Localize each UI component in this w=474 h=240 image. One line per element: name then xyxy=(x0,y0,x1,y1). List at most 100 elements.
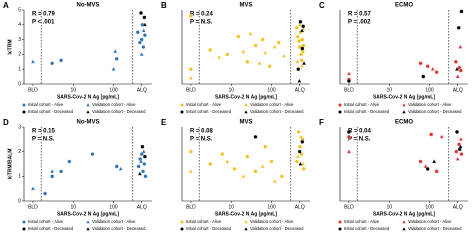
point xyxy=(299,28,305,33)
point xyxy=(141,45,146,49)
point xyxy=(298,19,303,24)
point xyxy=(457,142,461,147)
legend-label: Validation cohort - Alive xyxy=(250,219,294,224)
point xyxy=(50,61,55,66)
point xyxy=(139,11,143,15)
point xyxy=(253,169,258,174)
x-axis-label: SARS-Cov-2 N Ag [pg/mL] xyxy=(373,211,435,217)
legend-label: Initial cohort - Deceased xyxy=(186,226,232,231)
point xyxy=(299,52,303,57)
panel-title: No-MVS xyxy=(77,120,100,126)
legend-label: Initial cohort - Deceased xyxy=(28,226,74,231)
point xyxy=(114,56,119,61)
point xyxy=(136,164,141,169)
point xyxy=(301,161,306,166)
point xyxy=(346,71,352,76)
point xyxy=(141,149,146,154)
point xyxy=(188,75,194,80)
point xyxy=(143,154,147,159)
legend-swatch xyxy=(338,227,342,231)
point xyxy=(455,130,459,134)
point xyxy=(453,59,458,64)
point xyxy=(276,40,281,45)
point xyxy=(30,59,36,64)
x-tick-label: ALQ xyxy=(295,87,305,93)
x-tick-label: 100 xyxy=(425,87,434,93)
point xyxy=(142,22,148,27)
point xyxy=(295,159,299,164)
legend-label: Validation cohort - Alive xyxy=(92,102,136,107)
point xyxy=(294,25,299,30)
legend-swatch xyxy=(86,220,90,224)
point xyxy=(458,144,463,149)
x-tick-label: 100 xyxy=(267,204,276,210)
annotation: P = N.S. xyxy=(190,137,213,143)
x-tick-label: BLD xyxy=(344,204,354,210)
point xyxy=(140,144,145,149)
x-tick-label: 100 xyxy=(425,204,434,210)
point xyxy=(253,134,258,139)
panel-title: ECMO xyxy=(395,120,413,126)
point xyxy=(260,37,265,42)
legend-label: Initial cohort - Alive xyxy=(344,219,380,224)
point xyxy=(263,144,268,149)
point xyxy=(425,64,430,69)
panel-letter: A xyxy=(3,1,9,10)
point xyxy=(245,154,250,159)
point xyxy=(434,169,439,174)
legend-swatch xyxy=(22,227,26,231)
point xyxy=(143,33,147,38)
point xyxy=(114,164,119,169)
legend-label: Initial cohort - Deceased xyxy=(344,109,390,114)
legend-label: Initial cohort - Alive xyxy=(344,102,380,107)
point xyxy=(272,178,277,183)
x-tick-label: ALQ xyxy=(453,204,463,210)
legend-label: Initial cohort - Alive xyxy=(186,219,222,224)
x-tick-label: 100 xyxy=(109,204,118,210)
panel-title: No-MVS xyxy=(77,3,100,9)
x-axis-label: SARS-Cov-2 N Ag [pg/mL] xyxy=(57,94,119,100)
point xyxy=(279,174,284,179)
x-tick-label: 10 xyxy=(228,204,234,210)
legend-swatch xyxy=(244,227,248,231)
point xyxy=(225,159,230,164)
point xyxy=(189,14,193,18)
point xyxy=(142,15,147,20)
y-axis-label: IcTRM xyxy=(7,40,13,55)
legend-swatch xyxy=(244,110,248,114)
point xyxy=(418,61,423,66)
y-tick-label: 3 xyxy=(18,37,21,43)
legend-swatch xyxy=(244,103,248,107)
legend-label: Initial cohort - Deceased xyxy=(186,109,232,114)
legend-label: Initial cohort - Deceased xyxy=(28,109,74,114)
point xyxy=(139,52,144,56)
point xyxy=(295,59,300,64)
point xyxy=(236,34,241,39)
point xyxy=(454,66,460,71)
legend-label: Initial cohort - Alive xyxy=(28,219,64,224)
point xyxy=(347,134,351,139)
legend-swatch xyxy=(22,110,26,114)
point xyxy=(296,67,301,72)
panel-letter: B xyxy=(161,1,167,10)
point xyxy=(298,144,302,149)
point xyxy=(113,49,118,53)
legend-label: Initial cohort - Alive xyxy=(28,102,64,107)
point xyxy=(248,31,253,36)
point xyxy=(257,60,262,65)
legend-swatch xyxy=(402,227,406,231)
panel-letter: D xyxy=(3,118,9,127)
x-tick-label: 10 xyxy=(228,87,234,93)
annotation: P = .002 xyxy=(348,20,371,26)
point xyxy=(142,162,147,166)
point xyxy=(208,48,213,52)
y-tick-label: 0 xyxy=(18,198,21,204)
legend-label: Initial cohort - Deceased xyxy=(344,226,390,231)
x-tick-label: BLD xyxy=(28,204,38,210)
x-tick-label: ALQ xyxy=(137,87,147,93)
point xyxy=(269,159,274,164)
y-tick-label: 1 xyxy=(18,67,21,73)
point xyxy=(281,53,286,58)
point xyxy=(459,9,464,14)
y-tick-label: 4 xyxy=(18,22,21,28)
